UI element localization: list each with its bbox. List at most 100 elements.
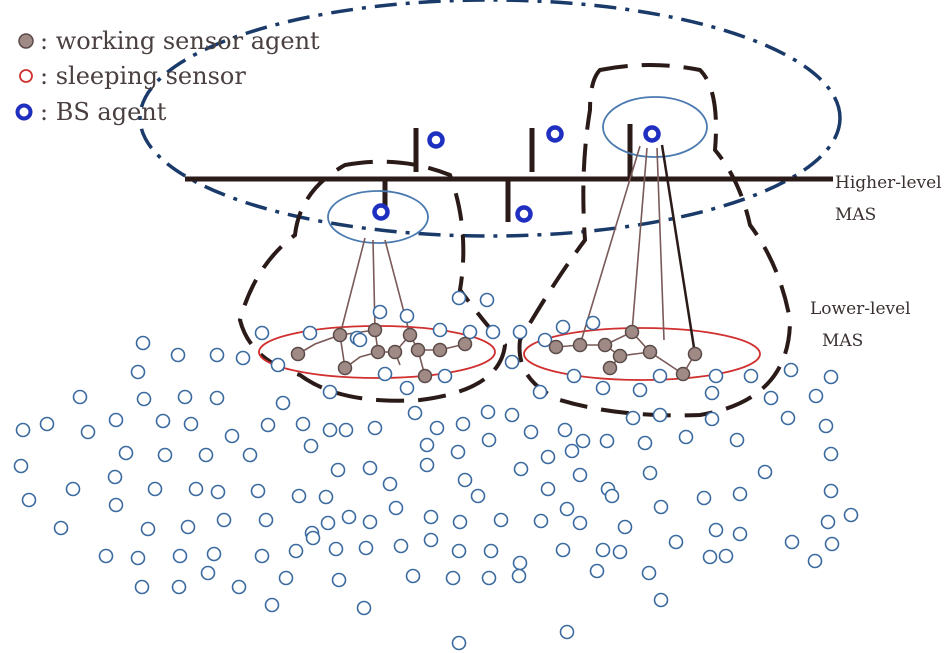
sleeping-sensor-node xyxy=(668,534,684,550)
sleeping-sensor-node xyxy=(352,332,368,348)
sleeping-sensor-node xyxy=(130,550,146,566)
bs-agent-node xyxy=(372,203,390,221)
sleeping-sensor-node xyxy=(757,464,773,480)
sleeping-sensor-node xyxy=(718,548,734,564)
sleeping-sensor-node xyxy=(382,476,398,492)
sleeping-sensor-node xyxy=(170,347,186,363)
working-sensor-node xyxy=(457,336,473,352)
sleeping-sensor-node xyxy=(632,382,648,398)
sleeping-sensor-node xyxy=(480,404,496,420)
sleeping-sensor-node xyxy=(320,515,336,531)
sleeping-sensor-node xyxy=(388,500,404,516)
sleeping-sensor-node xyxy=(118,445,134,461)
sleeping-sensor-node xyxy=(136,391,152,407)
sleeping-sensor-node xyxy=(15,422,31,438)
sleeping-sensor-node xyxy=(399,308,415,324)
sleeping-sensor-node xyxy=(216,512,232,528)
sleeping-sensor-node xyxy=(155,413,171,429)
sleeping-sensor-node xyxy=(172,548,188,564)
sleeping-sensor-node xyxy=(808,388,824,404)
sleeping-sensor-node xyxy=(451,635,467,651)
working-sensor-node xyxy=(402,327,418,343)
sleeping-sensor-node xyxy=(200,565,216,581)
sleeping-sensor-node xyxy=(523,424,539,440)
sleeping-sensor-node xyxy=(462,324,478,340)
sleeping-sensor-node xyxy=(564,443,580,459)
sleeping-sensor-node xyxy=(708,368,724,384)
working-sensor-node xyxy=(612,348,628,364)
sleeping-sensor-node xyxy=(322,422,338,438)
sleeping-sensor-node xyxy=(743,368,759,384)
sleeping-sensor-node xyxy=(641,565,657,581)
sleeping-sensor-node xyxy=(209,390,225,406)
sleeping-sensor-node xyxy=(140,521,156,537)
sleeping-sensor-node xyxy=(254,548,270,564)
sleeping-sensor-node xyxy=(451,543,467,559)
bs-agent-node xyxy=(643,125,661,143)
sleeping-sensor-node xyxy=(419,457,435,473)
sleeping-sensor-node xyxy=(818,418,834,434)
bs-agent-node xyxy=(515,205,533,223)
sleeping-sensor-node xyxy=(532,384,548,400)
sleeping-sensor-node xyxy=(732,526,748,542)
higher-level-bus xyxy=(185,124,833,222)
sleeping-sensor-node xyxy=(783,362,799,378)
sleeping-sensor-node xyxy=(555,542,571,558)
lower-level-boundary-right xyxy=(517,63,793,418)
sleeping-sensor-node xyxy=(405,568,421,584)
sleeping-sensor-node xyxy=(437,368,453,384)
sleeping-sensor-node xyxy=(235,350,251,366)
sleeping-sensor-node xyxy=(820,514,836,530)
sleeping-sensor-node xyxy=(652,368,668,384)
bs-agent-node xyxy=(427,131,445,149)
working-sensor-node xyxy=(602,360,618,376)
sleeping-sensor-node xyxy=(780,410,796,426)
lower-level-label-line1: Lower-level xyxy=(810,299,911,319)
sleeping-sensor-node xyxy=(399,380,415,396)
sleeping-sensor-node xyxy=(318,489,334,505)
sleeping-sensor-node xyxy=(338,422,354,438)
cluster-ellipse-right xyxy=(523,327,761,381)
sleeping-sensor-node xyxy=(198,447,214,463)
sleeping-sensor-node xyxy=(572,515,588,531)
sleeping-sensor-node xyxy=(362,460,378,476)
sleeping-sensor-node xyxy=(481,432,497,448)
sleeping-sensor-node xyxy=(108,497,124,513)
sleeping-sensor-node xyxy=(708,522,724,538)
sleeping-sensor-node xyxy=(53,520,69,536)
sleeping-sensor-node xyxy=(843,507,859,523)
sleeping-sensor-node xyxy=(566,368,582,384)
working-sensor-node xyxy=(687,346,703,362)
sleeping-sensor-node xyxy=(652,407,668,423)
sleeping-sensor-node xyxy=(407,405,423,421)
sleeping-sensor-node xyxy=(291,488,307,504)
bs-links xyxy=(339,144,697,355)
sleeping-sensor-node xyxy=(537,332,553,348)
sleeping-sensor-node xyxy=(423,509,439,525)
sleeping-sensor-node xyxy=(278,570,294,586)
sleeping-sensor-node xyxy=(481,570,497,586)
legend-bs-label: : BS agent xyxy=(40,98,167,126)
working-sensor-node xyxy=(624,324,640,340)
sleeping-sensor-node xyxy=(341,509,357,525)
sleeping-sensor-node xyxy=(485,324,501,340)
working-sensor-node xyxy=(370,344,386,360)
sleeping-sensor-node xyxy=(559,624,575,640)
sleeping-sensor-node xyxy=(275,395,291,411)
sleeping-sensor-node xyxy=(533,513,549,529)
working-sensor-node xyxy=(387,344,403,360)
sleeping-sensor-node xyxy=(595,542,611,558)
sleeping-sensor-node xyxy=(377,366,393,382)
sleeping-sensor-node xyxy=(704,411,720,427)
working-sensor-node xyxy=(290,346,306,362)
sleeping-sensor-node xyxy=(328,541,344,557)
working-sensor-node xyxy=(642,344,658,360)
sleeping-sensor-node xyxy=(450,444,466,460)
sleeping-sensor-node xyxy=(21,492,37,508)
sleeping-sensor-node xyxy=(555,319,571,335)
sleeping-sensor-node xyxy=(457,472,473,488)
working-sensor-node xyxy=(332,327,348,343)
higher-level-boundary xyxy=(138,0,842,238)
sleeping-sensor-node xyxy=(625,410,641,426)
sleeping-sensor-node xyxy=(303,438,319,454)
